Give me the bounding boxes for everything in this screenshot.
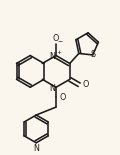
Text: −: −	[57, 38, 63, 43]
Text: S: S	[90, 50, 95, 59]
Text: O: O	[59, 93, 65, 102]
Text: O: O	[82, 80, 89, 89]
Text: N: N	[49, 84, 55, 93]
Text: N: N	[33, 144, 39, 153]
Text: O: O	[53, 34, 59, 43]
Text: +: +	[56, 50, 61, 55]
Text: N: N	[49, 52, 55, 61]
